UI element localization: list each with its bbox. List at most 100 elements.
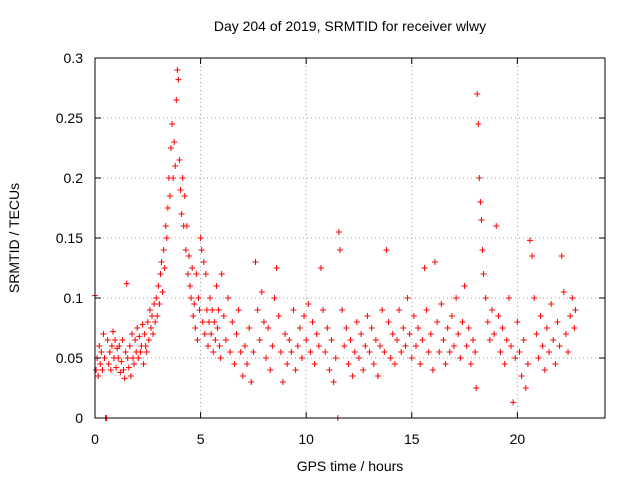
data-point: [119, 337, 126, 343]
data-point: [183, 223, 190, 229]
data-point: [101, 355, 108, 361]
data-point: [143, 349, 150, 355]
data-point: [332, 355, 339, 361]
data-point: [125, 364, 132, 371]
data-point: [241, 343, 248, 349]
data-point: [364, 313, 371, 319]
data-point: [368, 325, 375, 331]
data-point: [279, 379, 286, 385]
data-point: [440, 337, 447, 343]
x-tick-label: 15: [404, 431, 420, 447]
data-point: [172, 163, 179, 169]
data-point: [216, 343, 223, 349]
data-point: [565, 349, 572, 355]
data-point: [275, 313, 282, 319]
data-point: [190, 313, 197, 319]
data-point: [126, 343, 133, 349]
data-point: [419, 337, 426, 343]
data-point: [556, 343, 563, 349]
data-point: [185, 253, 192, 259]
y-tick-label: 0.2: [64, 170, 84, 186]
data-point: [531, 295, 538, 301]
data-point: [269, 343, 276, 349]
data-point: [288, 349, 295, 355]
data-point: [550, 337, 557, 343]
data-point: [213, 283, 220, 289]
data-point: [313, 331, 320, 337]
data-point: [328, 337, 335, 343]
data-point: [406, 331, 413, 337]
data-point: [105, 361, 112, 367]
data-point: [173, 97, 180, 103]
data-point: [377, 343, 384, 349]
data-point: [169, 121, 176, 127]
data-point: [475, 121, 482, 127]
data-point: [155, 283, 162, 289]
data-point: [218, 271, 225, 277]
data-point: [339, 307, 346, 313]
data-point: [355, 355, 362, 361]
data-point: [362, 343, 369, 349]
data-point: [164, 205, 171, 211]
data-point: [324, 325, 331, 331]
data-point: [192, 325, 199, 331]
data-point: [305, 301, 312, 307]
data-point: [197, 235, 204, 241]
data-point: [516, 349, 523, 355]
data-point: [472, 349, 479, 355]
data-point: [168, 145, 175, 151]
data-point: [139, 321, 146, 328]
data-point: [107, 367, 114, 373]
data-point: [404, 295, 411, 301]
data-point: [98, 349, 105, 355]
data-point: [256, 337, 263, 343]
data-point: [415, 325, 422, 331]
data-point: [296, 325, 303, 331]
data-point: [193, 271, 200, 277]
data-point: [480, 271, 487, 277]
y-tick-label: 0.25: [56, 110, 83, 126]
data-point: [145, 337, 152, 343]
data-point: [116, 343, 123, 349]
data-point: [562, 331, 569, 337]
data-point: [217, 355, 224, 361]
data-point: [132, 337, 139, 343]
data-point: [263, 355, 270, 361]
data-point: [520, 337, 527, 343]
data-point: [212, 337, 219, 343]
data-point: [541, 367, 548, 373]
data-point: [265, 325, 272, 331]
data-point: [127, 373, 134, 379]
data-point: [149, 313, 156, 319]
data-point: [198, 247, 205, 253]
data-point: [421, 265, 428, 271]
y-tick-label: 0.05: [56, 350, 83, 366]
data-point: [423, 307, 430, 313]
data-point: [360, 367, 367, 373]
data-point: [260, 319, 267, 325]
data-point: [410, 313, 417, 319]
data-point: [237, 349, 244, 355]
data-point: [461, 283, 468, 289]
data-point: [163, 235, 170, 241]
data-point: [491, 331, 498, 337]
data-point: [457, 355, 464, 361]
data-point: [135, 355, 142, 361]
data-point: [227, 349, 234, 355]
data-point: [434, 319, 441, 325]
data-point: [335, 229, 342, 235]
data-point: [303, 337, 310, 343]
y-tick-label: 0.1: [64, 290, 84, 306]
data-point: [510, 399, 517, 406]
data-point: [233, 331, 240, 337]
data-point: [379, 307, 386, 313]
data-point: [120, 367, 127, 373]
data-point: [341, 343, 348, 349]
data-point: [501, 361, 508, 367]
data-point: [231, 361, 238, 367]
data-point: [353, 319, 360, 325]
data-point: [158, 259, 165, 265]
x-tick-label: 10: [298, 431, 314, 447]
